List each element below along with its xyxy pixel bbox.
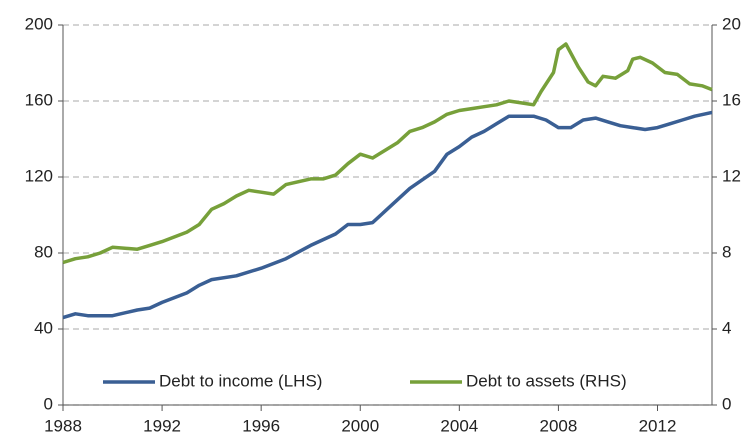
y2-tick-label: 16	[722, 90, 741, 109]
y2-tick-label: 4	[722, 318, 731, 337]
line-series	[62, 110, 713, 320]
x-tick-label: 2008	[540, 416, 578, 435]
legend-label: Debt to assets (RHS)	[466, 371, 627, 390]
y2-tick-label: 12	[722, 166, 741, 185]
x-tick-label: 1988	[44, 416, 82, 435]
y-tick-label: 160	[25, 90, 53, 109]
line-series	[62, 42, 713, 265]
x-tick-label: 2004	[440, 416, 478, 435]
y-tick-label: 120	[25, 166, 53, 185]
x-tick-label: 1992	[143, 416, 181, 435]
y-tick-label: 40	[34, 318, 53, 337]
x-tick-label: 2012	[639, 416, 677, 435]
y2-tick-label: 8	[722, 242, 731, 261]
y2-tick-label: 0	[722, 394, 731, 413]
y2-tick-label: 20	[722, 14, 741, 33]
legend-label: Debt to income (LHS)	[159, 371, 322, 390]
y-tick-label: 200	[25, 14, 53, 33]
x-tick-label: 2000	[341, 416, 379, 435]
y-tick-label: 80	[34, 242, 53, 261]
legend-box	[95, 368, 680, 396]
y-tick-label: 0	[44, 394, 53, 413]
x-tick-label: 1996	[242, 416, 280, 435]
